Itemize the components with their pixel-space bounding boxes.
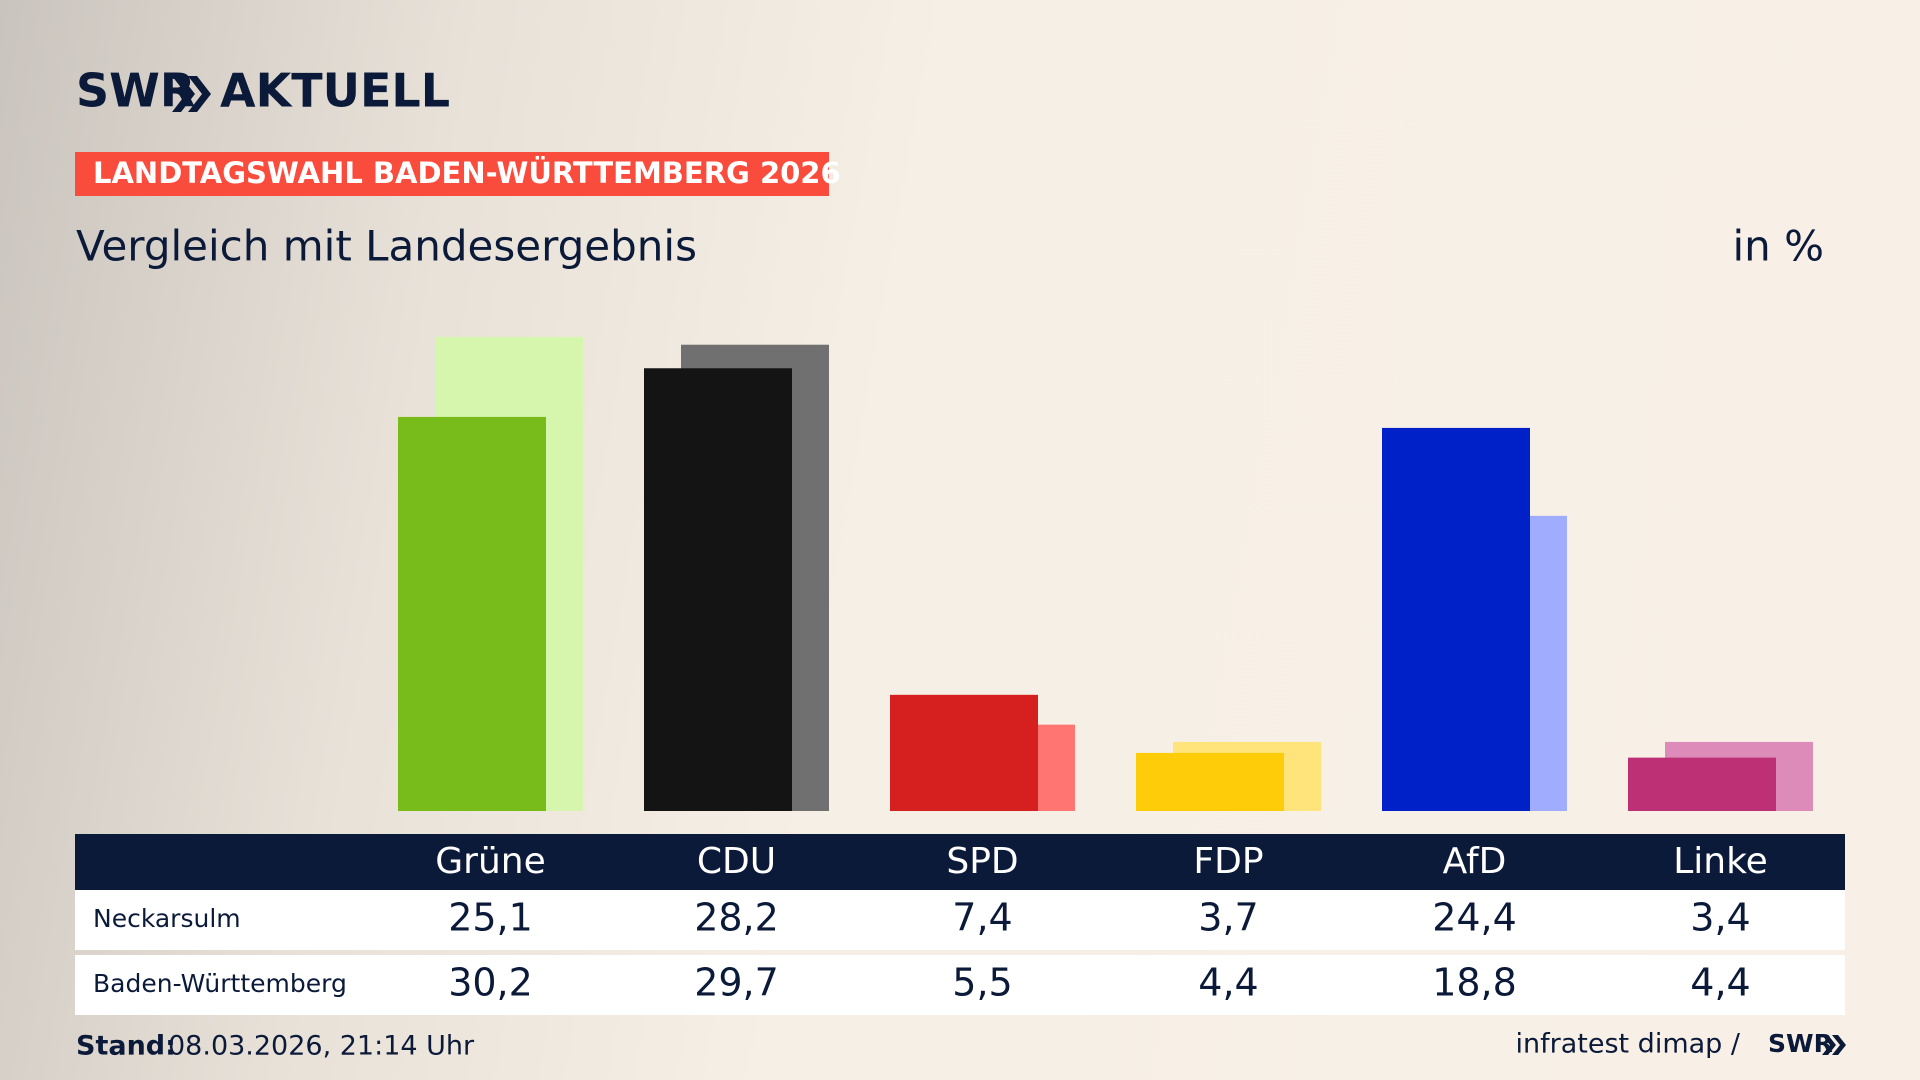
- stand-label: Stand:: [76, 1031, 176, 1062]
- table-header: [75, 834, 1845, 890]
- value-label: 28,2: [694, 896, 779, 940]
- table-row: [75, 955, 1845, 1015]
- logo-title: AKTUELL: [220, 64, 450, 118]
- banner: [75, 152, 829, 196]
- logo-arrows: [172, 76, 211, 112]
- value-label: 24,4: [1432, 896, 1517, 940]
- category-label: FDP: [1193, 841, 1263, 882]
- table-row: [75, 890, 1845, 950]
- value-label: 3,4: [1690, 896, 1750, 940]
- unit: in %: [1732, 222, 1824, 271]
- bar: [1136, 752, 1284, 811]
- row-label: Baden-Württemberg: [93, 969, 347, 998]
- category-label: AfD: [1443, 841, 1507, 882]
- category-label: Linke: [1673, 841, 1768, 882]
- value-label: 4,4: [1690, 961, 1750, 1005]
- bar: [1628, 757, 1776, 811]
- value-label: 3,7: [1198, 896, 1258, 940]
- value-label: 4,4: [1198, 961, 1258, 1005]
- category-label: Grüne: [435, 841, 545, 882]
- chart-subtitle: Vergleich mit Landesergebnis: [76, 222, 697, 271]
- value-label: 18,8: [1432, 961, 1517, 1005]
- footer-brand: SWR: [1768, 1029, 1833, 1058]
- chart-title: LANDTAGSWAHL BADEN-WÜRTTEMBERG 2026: [93, 156, 841, 190]
- bar: [890, 694, 1038, 811]
- row-label: Neckarsulm: [93, 904, 241, 933]
- value-label: 25,1: [448, 896, 533, 940]
- bar: [398, 416, 546, 811]
- category-label: SPD: [946, 841, 1018, 882]
- bar: [644, 368, 792, 811]
- value-label: 5,5: [952, 961, 1012, 1005]
- value-label: 7,4: [952, 896, 1012, 940]
- value-label: 30,2: [448, 961, 533, 1005]
- stand: 08.03.2026, 21:14 Uhr: [168, 1031, 475, 1062]
- category-label: CDU: [697, 841, 776, 882]
- value-label: 29,7: [694, 961, 779, 1005]
- bar: [1382, 427, 1530, 811]
- source: infratest dimap /: [1515, 1029, 1740, 1060]
- footer-arrows: [1822, 1035, 1846, 1055]
